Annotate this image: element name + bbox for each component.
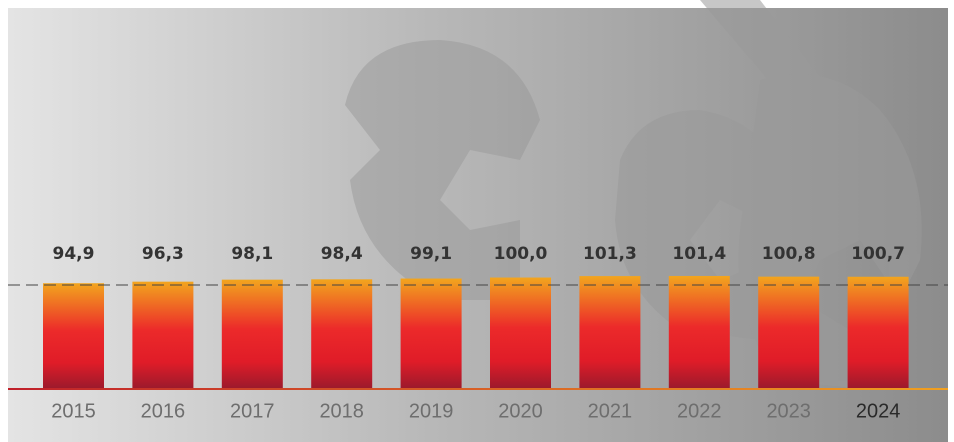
- value-label: 98,1: [231, 244, 273, 264]
- x-tick-label: 2021: [588, 400, 633, 422]
- chart: 94,9 2015 96,3 2016 98,1 2017 98,4 2018 99,1 2019…: [0, 0, 954, 442]
- value-label: 96,3: [142, 244, 184, 264]
- bar: [401, 279, 462, 389]
- bar: [43, 283, 104, 389]
- bar: [222, 280, 283, 389]
- value-label: 94,9: [53, 244, 95, 264]
- x-tick-label: 2016: [141, 400, 186, 422]
- value-label: 100,0: [494, 244, 548, 264]
- value-label: 101,3: [583, 244, 637, 264]
- value-label: 101,4: [672, 244, 726, 264]
- bar: [579, 276, 640, 389]
- bar: [490, 278, 551, 389]
- value-label: 100,8: [762, 244, 816, 264]
- x-tick-label: 2020: [498, 400, 543, 422]
- value-label: 99,1: [410, 244, 452, 264]
- x-tick-label: 2024: [856, 400, 901, 422]
- bar: [311, 279, 372, 389]
- bar: [848, 277, 909, 389]
- x-tick-label: 2015: [51, 400, 96, 422]
- x-tick-label: 2019: [409, 400, 454, 422]
- x-tick-label: 2018: [319, 400, 364, 422]
- x-tick-label: 2017: [230, 400, 275, 422]
- x-tick-label: 2023: [766, 400, 811, 422]
- bar: [758, 277, 819, 389]
- baseline: [8, 388, 948, 390]
- value-label: 98,4: [321, 244, 363, 264]
- bar: [132, 282, 193, 389]
- value-label: 100,7: [851, 244, 905, 264]
- x-tick-label: 2022: [677, 400, 722, 422]
- bar: [669, 276, 730, 389]
